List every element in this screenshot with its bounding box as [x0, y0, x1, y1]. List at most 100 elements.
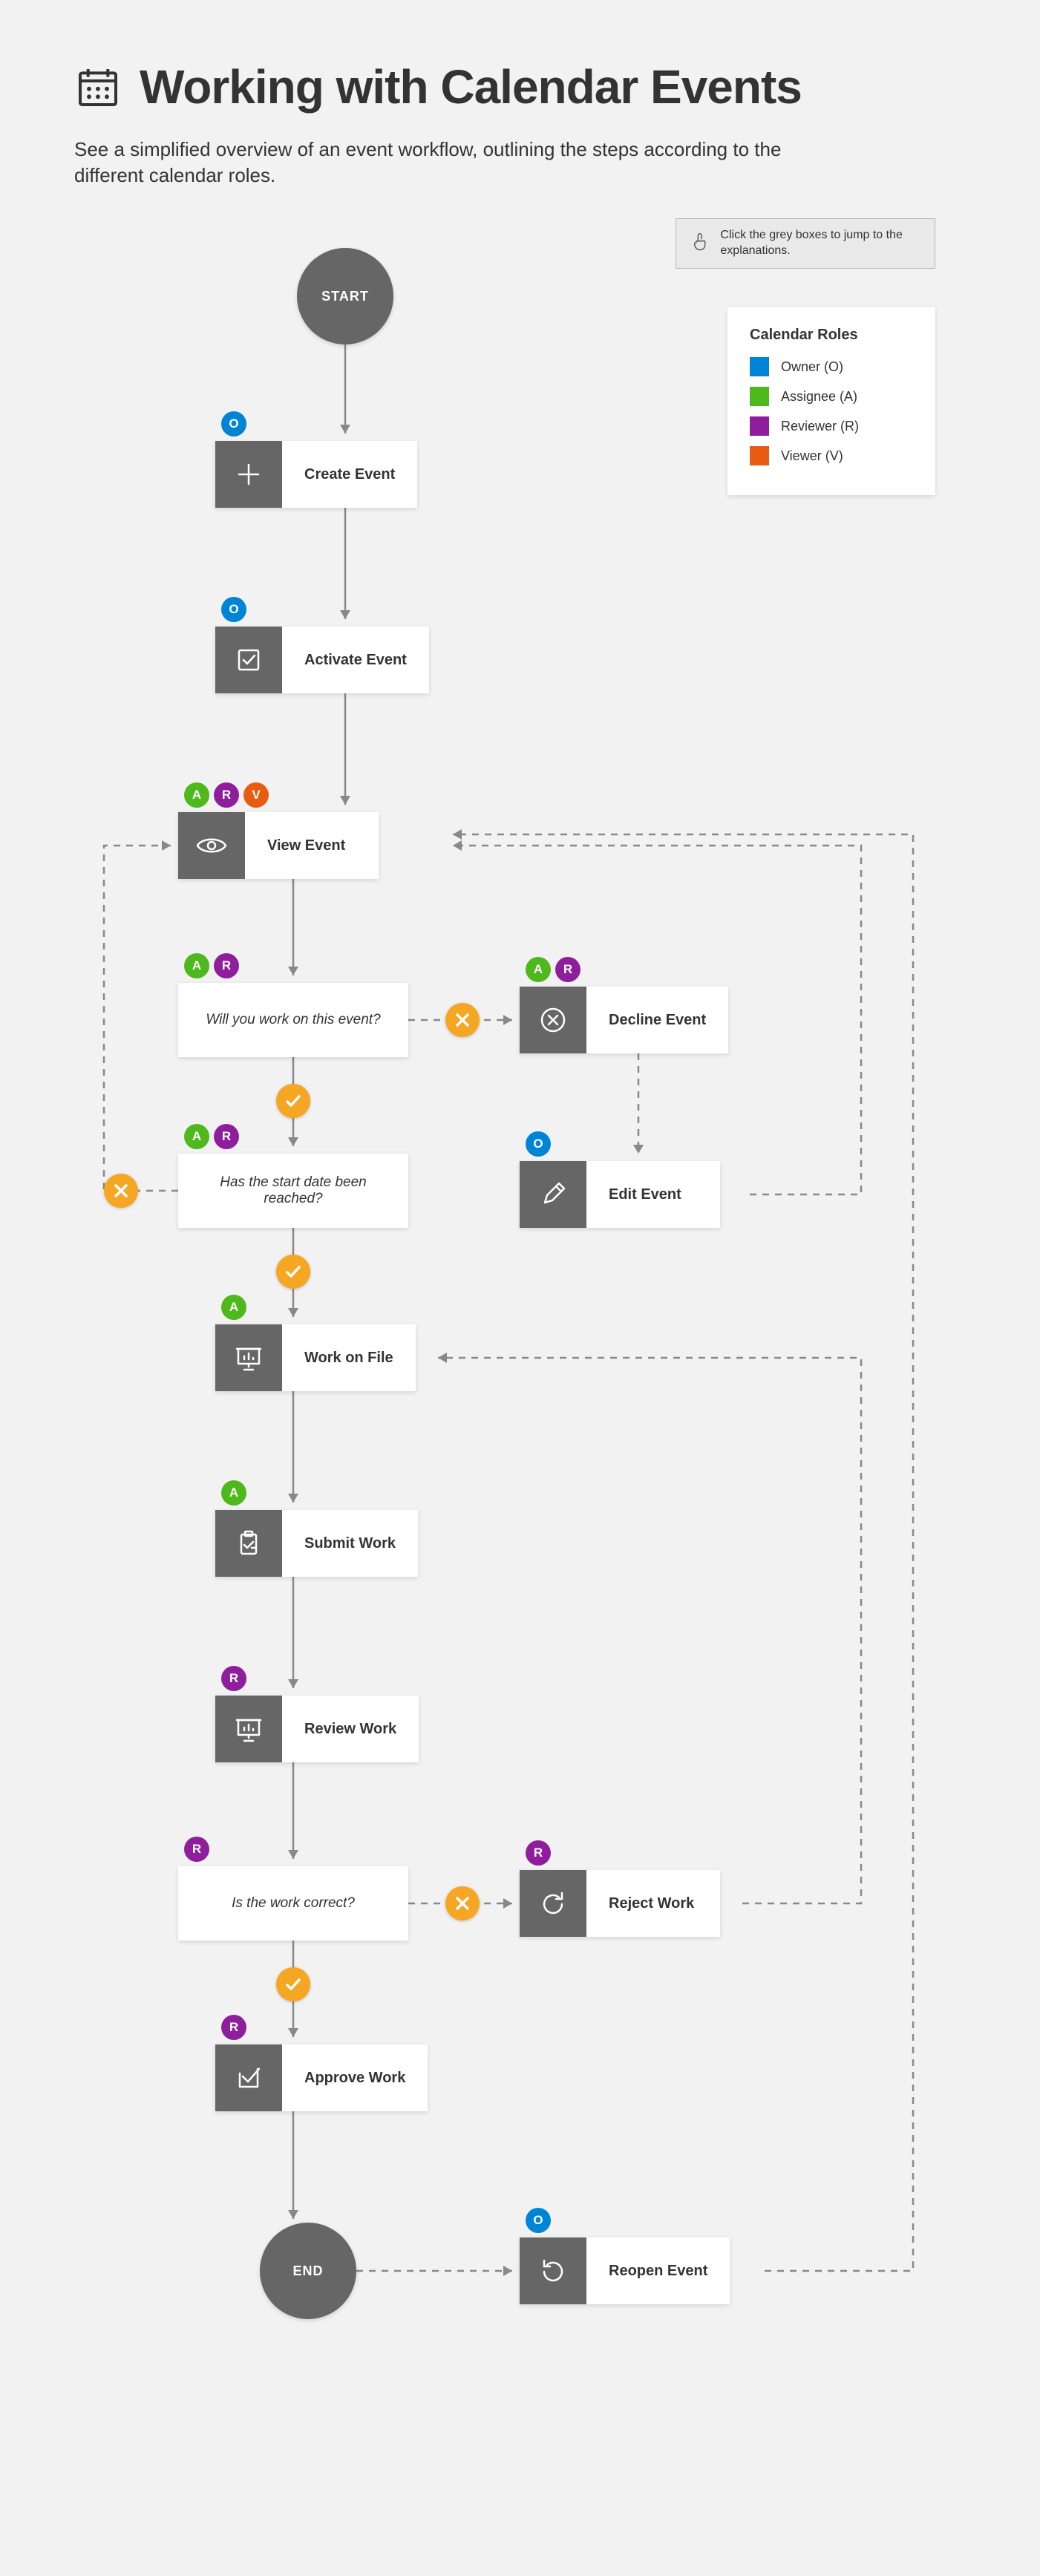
legend-title: Calendar Roles: [750, 327, 913, 344]
page-title: Working with Calendar Events: [140, 59, 802, 114]
flowchart-canvas: Click the grey boxes to jump to the expl…: [74, 218, 965, 2482]
role-badge-r: R: [214, 782, 239, 808]
end-node: END: [260, 2223, 356, 2319]
undo-icon: [520, 1870, 586, 1937]
legend-label: Owner (O): [781, 359, 843, 375]
yes-icon: [276, 1967, 310, 2001]
action-reject[interactable]: Reject Work: [520, 1870, 720, 1937]
role-badges: AR: [526, 957, 580, 982]
page-header: Working with Calendar Events: [74, 59, 966, 114]
role-badges: R: [221, 1666, 246, 1691]
action-label: View Event: [245, 812, 379, 879]
legend-swatch: [750, 416, 769, 436]
tip-text: Click the grey boxes to jump to the expl…: [720, 228, 920, 259]
tap-icon: [691, 230, 708, 257]
action-label: Edit Event: [586, 1161, 720, 1228]
legend-item: Assignee (A): [750, 387, 913, 406]
role-badge-a: A: [221, 1295, 246, 1320]
action-create[interactable]: Create Event: [215, 441, 417, 508]
role-badges: AR: [184, 953, 239, 978]
action-view[interactable]: View Event: [178, 812, 379, 879]
edges-layer: [74, 218, 965, 2482]
redo-icon: [520, 2237, 586, 2304]
legend-swatch: [750, 357, 769, 376]
role-badge-a: A: [184, 953, 209, 978]
legend-item: Owner (O): [750, 357, 913, 376]
legend-box: Calendar Roles Owner (O) Assignee (A) Revi…: [727, 307, 935, 495]
role-badge-v: V: [243, 782, 269, 808]
role-badges: R: [184, 1837, 209, 1862]
action-label: Approve Work: [282, 2044, 428, 2111]
role-badge-a: A: [526, 957, 551, 982]
role-badges: A: [221, 1480, 246, 1506]
role-badges: O: [221, 411, 246, 437]
role-badge-r: R: [214, 1124, 239, 1149]
legend-swatch: [750, 387, 769, 406]
legend-item: Reviewer (R): [750, 416, 913, 436]
cross-circ-icon: [520, 987, 586, 1053]
calendar-icon: [74, 63, 122, 111]
role-badge-a: A: [221, 1480, 246, 1506]
role-badges: R: [526, 1840, 551, 1866]
action-edit[interactable]: Edit Event: [520, 1161, 720, 1228]
action-review[interactable]: Review Work: [215, 1696, 419, 1762]
tick-sq-icon: [215, 2044, 282, 2111]
yes-icon: [276, 1255, 310, 1289]
check-sq-icon: [215, 627, 282, 693]
action-label: Reject Work: [586, 1870, 720, 1937]
clip-icon: [215, 1510, 282, 1577]
role-badges: AR: [184, 1124, 239, 1149]
action-submit[interactable]: Submit Work: [215, 1510, 418, 1577]
decision-d_start: Has the start date been reached?: [178, 1154, 408, 1228]
role-badges: O: [221, 597, 246, 622]
legend-label: Assignee (A): [781, 389, 857, 405]
present-icon: [215, 1324, 282, 1391]
role-badges: A: [221, 1295, 246, 1320]
action-label: Review Work: [282, 1696, 419, 1762]
action-label: Reopen Event: [586, 2237, 730, 2304]
action-label: Decline Event: [586, 987, 728, 1053]
plus-icon: [215, 441, 282, 508]
action-label: Work on File: [282, 1324, 416, 1391]
role-badges: O: [526, 2208, 551, 2233]
no-icon: [445, 1003, 480, 1037]
no-icon: [104, 1174, 138, 1208]
role-badge-r: R: [221, 2015, 246, 2040]
legend-label: Reviewer (R): [781, 419, 859, 434]
action-workfile[interactable]: Work on File: [215, 1324, 416, 1391]
role-badge-r: R: [555, 957, 580, 982]
action-label: Create Event: [282, 441, 417, 508]
role-badge-o: O: [526, 2208, 551, 2233]
action-decline[interactable]: Decline Event: [520, 987, 728, 1053]
role-badges: ARV: [184, 782, 269, 808]
role-badge-o: O: [526, 1131, 551, 1157]
role-badge-r: R: [184, 1837, 209, 1862]
role-badge-r: R: [221, 1666, 246, 1691]
start-node: START: [297, 248, 393, 344]
role-badge-r: R: [214, 953, 239, 978]
legend-label: Viewer (V): [781, 448, 843, 464]
tip-box: Click the grey boxes to jump to the expl…: [676, 218, 935, 269]
role-badge-a: A: [184, 1124, 209, 1149]
action-approve[interactable]: Approve Work: [215, 2044, 428, 2111]
legend-swatch: [750, 446, 769, 465]
role-badge-o: O: [221, 411, 246, 437]
decision-d_work: Will you work on this event?: [178, 983, 408, 1057]
action-activate[interactable]: Activate Event: [215, 627, 429, 693]
yes-icon: [276, 1084, 310, 1118]
legend-item: Viewer (V): [750, 446, 913, 465]
page-subtitle: See a simplified overview of an event wo…: [74, 137, 854, 189]
role-badge-r: R: [526, 1840, 551, 1866]
no-icon: [445, 1886, 480, 1920]
action-label: Activate Event: [282, 627, 429, 693]
role-badge-a: A: [184, 782, 209, 808]
present-icon: [215, 1696, 282, 1762]
action-reopen[interactable]: Reopen Event: [520, 2237, 730, 2304]
role-badges: R: [221, 2015, 246, 2040]
decision-d_ok: Is the work correct?: [178, 1866, 408, 1941]
action-label: Submit Work: [282, 1510, 418, 1577]
eye-icon: [178, 812, 245, 879]
role-badge-o: O: [221, 597, 246, 622]
pencil-icon: [520, 1161, 586, 1228]
role-badges: O: [526, 1131, 551, 1157]
